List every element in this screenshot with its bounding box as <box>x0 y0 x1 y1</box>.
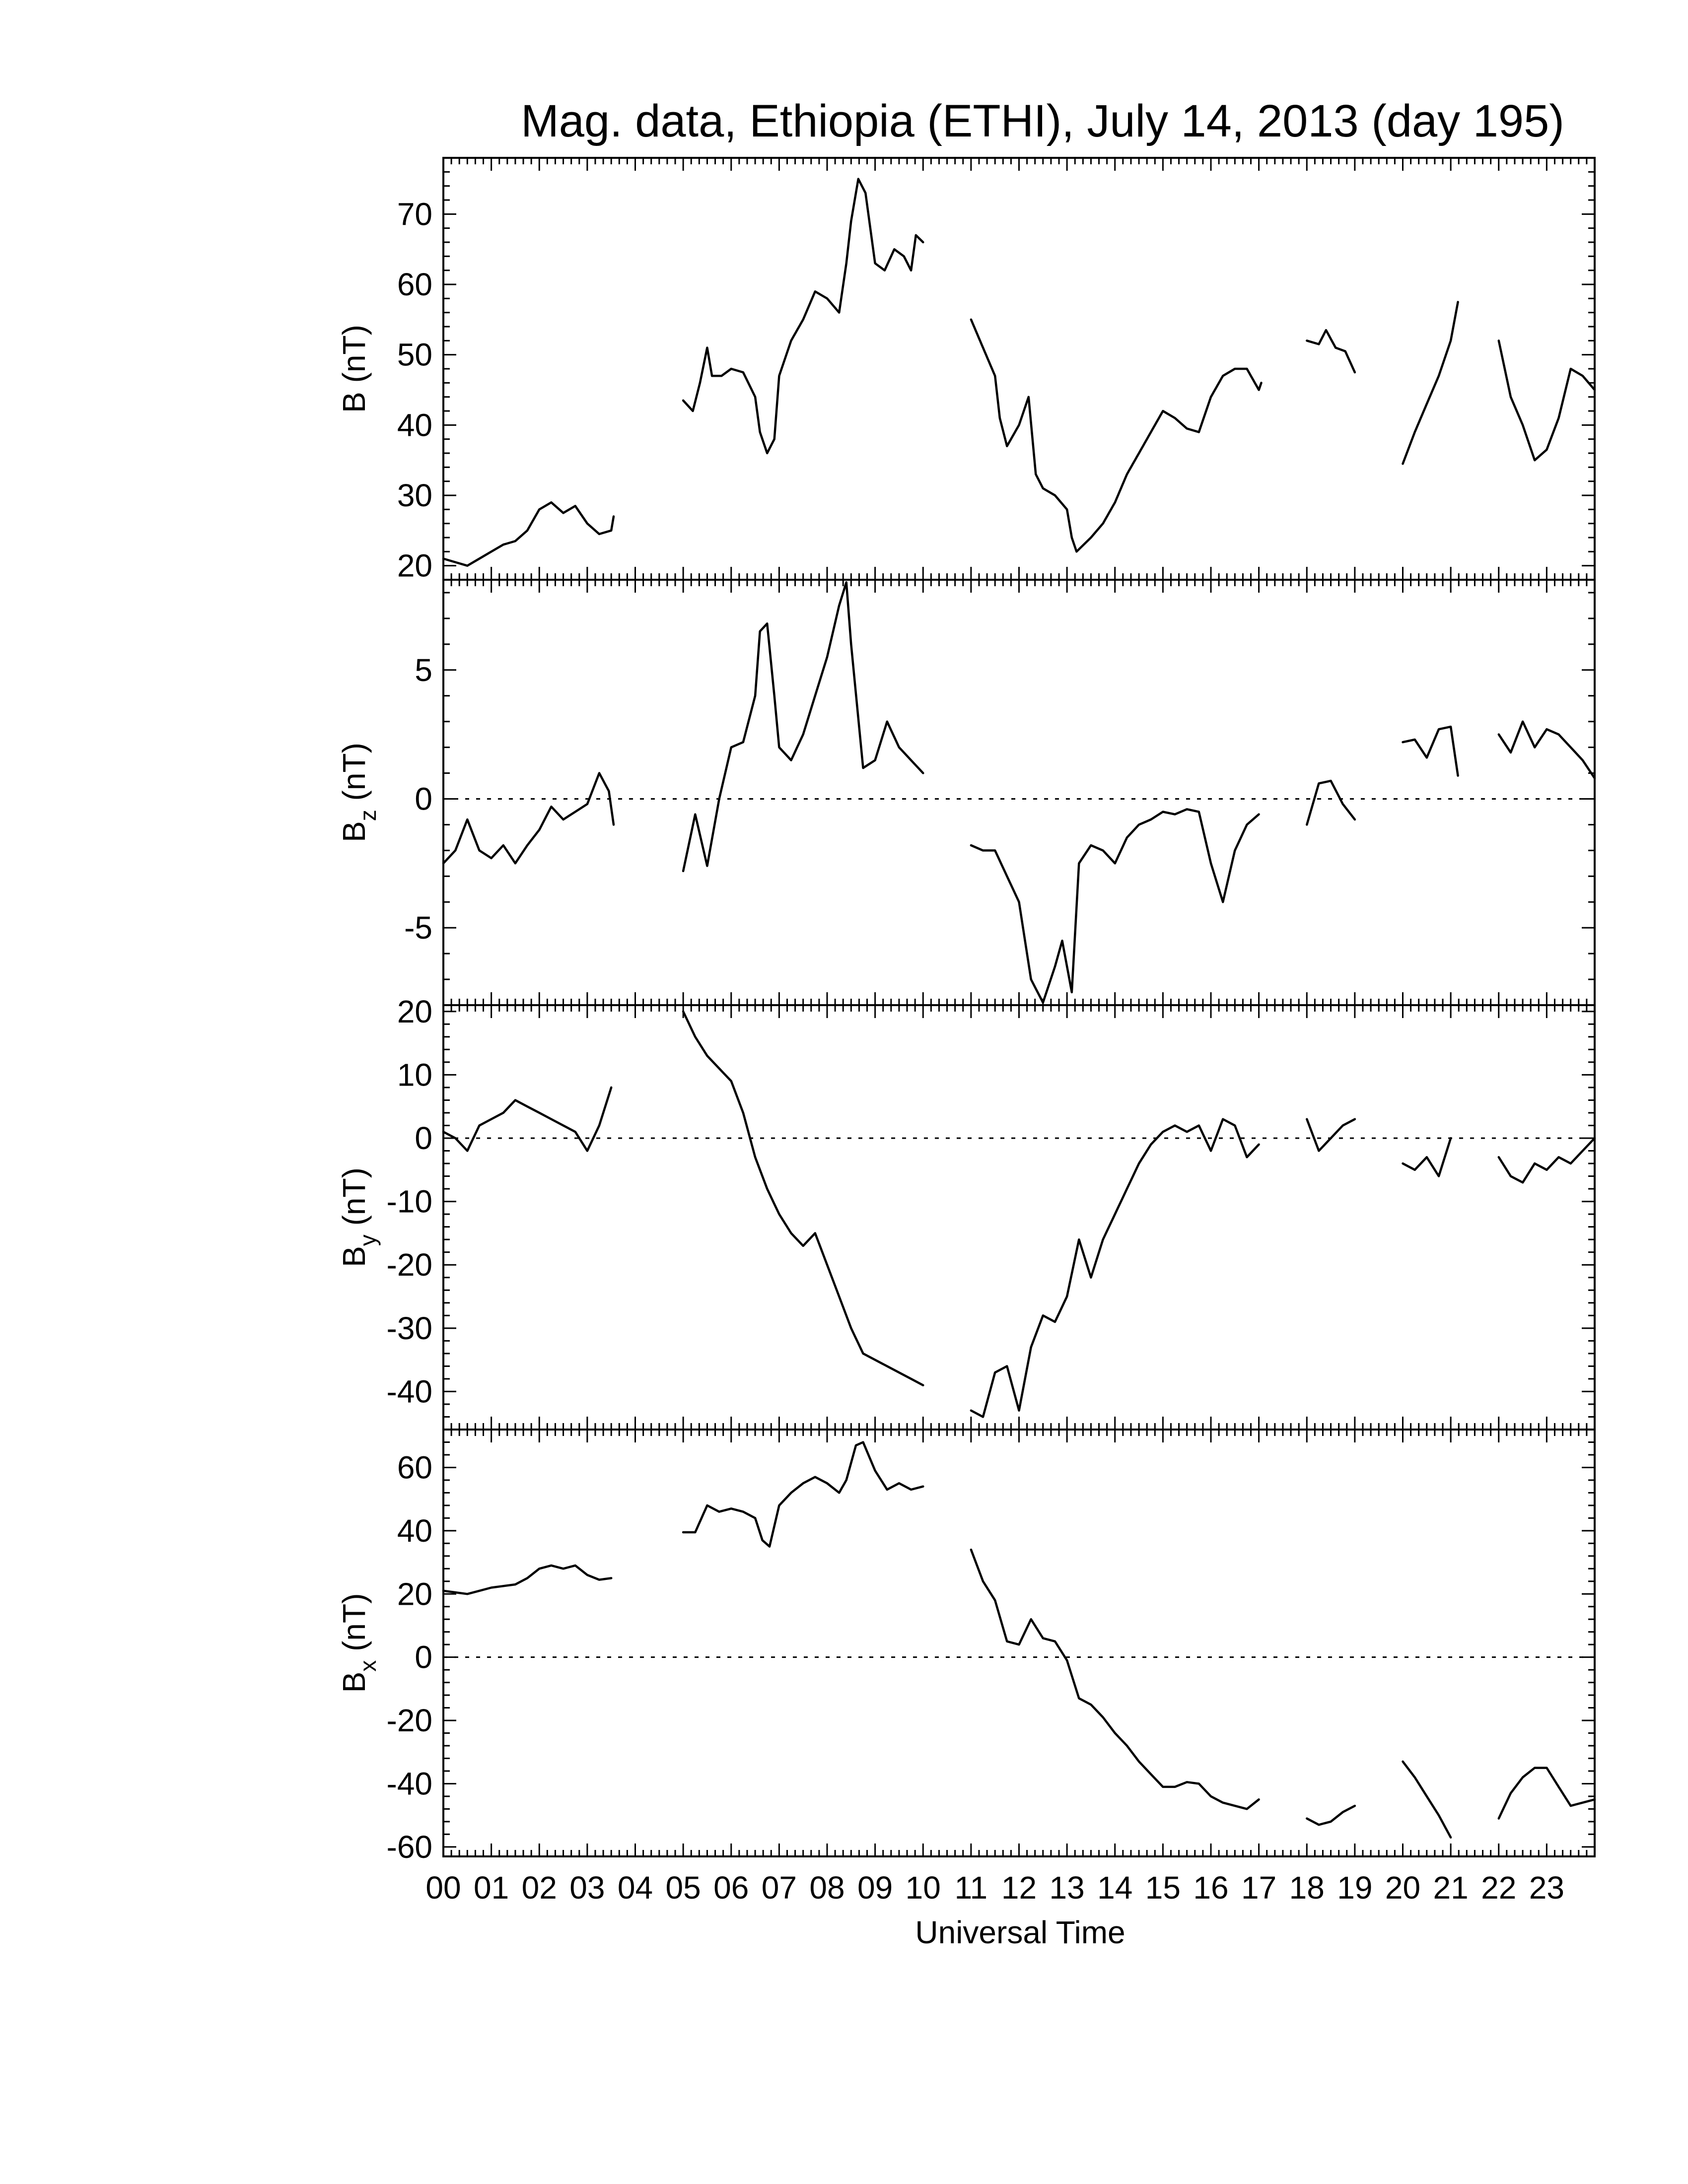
series-line <box>682 1010 924 1386</box>
panel-frame <box>442 157 1596 581</box>
y-tick-label: -10 <box>387 1184 433 1220</box>
x-tick-label: 02 <box>522 1870 557 1906</box>
y-tick-label: 30 <box>397 478 432 513</box>
y-tick-label: 0 <box>415 1120 432 1156</box>
panels-group: 20 30 40 50 60 70 B (nT) -5 0 5 Bz (nT) -40 -30 -20 -1… <box>336 157 1596 1865</box>
series-line <box>1306 779 1356 826</box>
y-tick-label: 40 <box>397 407 432 443</box>
x-tick-label: 06 <box>713 1870 749 1906</box>
series-line <box>1402 1137 1452 1177</box>
y-tick-label: 70 <box>397 196 432 232</box>
series-line <box>682 581 924 873</box>
x-tick-label: 19 <box>1337 1870 1372 1906</box>
panel-frame <box>442 579 1596 1006</box>
x-tick-label: 04 <box>618 1870 653 1906</box>
series-line <box>1497 1137 1596 1184</box>
series-line <box>1402 1760 1452 1839</box>
x-tick-label: 10 <box>906 1870 941 1906</box>
series-line <box>1306 1804 1356 1826</box>
x-tick-label: 22 <box>1481 1870 1516 1906</box>
series-line <box>442 1564 613 1595</box>
y-axis-label: Bz (nT) <box>336 743 381 842</box>
panel-3: -40 -30 -20 -10 0 10 20 By (nT) <box>336 994 1596 1431</box>
x-tick-label: 16 <box>1193 1870 1228 1906</box>
y-tick-label: 20 <box>397 994 432 1029</box>
x-tick-label: 00 <box>425 1870 461 1906</box>
x-tick-label: 05 <box>666 1870 701 1906</box>
y-tick-label: 0 <box>415 781 432 817</box>
y-tick-label: -40 <box>387 1766 433 1801</box>
x-tick-label: 21 <box>1433 1870 1469 1906</box>
y-tick-label: 20 <box>397 548 432 584</box>
series-line <box>970 1118 1260 1418</box>
panel-4: -60 -40 -20 0 20 40 60 Bx (nT) <box>336 1429 1596 1865</box>
x-tick-label: 11 <box>955 1870 987 1906</box>
series-line <box>1306 329 1356 374</box>
y-tick-label: -20 <box>387 1247 433 1283</box>
y-axis-label: B (nT) <box>336 325 372 413</box>
y-tick-label: 50 <box>397 337 432 373</box>
x-tick-label: 09 <box>857 1870 893 1906</box>
chart-title: Mag. data, Ethiopia (ETHI), July 14, 201… <box>521 96 1564 146</box>
panel-1: 20 30 40 50 60 70 B (nT) <box>336 157 1596 584</box>
y-tick-label: 60 <box>397 267 432 302</box>
y-tick-label: 20 <box>397 1576 432 1612</box>
y-axis-label: By (nT) <box>336 1167 381 1267</box>
x-tick-label: 03 <box>569 1870 605 1906</box>
x-tick-label: 12 <box>1001 1870 1037 1906</box>
y-tick-label: 10 <box>397 1057 432 1092</box>
x-axis-label: Universal Time <box>915 1914 1125 1950</box>
y-tick-label: -60 <box>387 1829 433 1865</box>
series-line <box>442 501 615 567</box>
y-tick-label: 5 <box>415 652 432 688</box>
x-tick-label: 07 <box>762 1870 797 1906</box>
x-tick-label: 13 <box>1050 1870 1085 1906</box>
series-line <box>970 808 1260 1004</box>
x-tick-label: 23 <box>1529 1870 1564 1906</box>
series-line <box>682 1441 924 1548</box>
series-line <box>682 178 924 455</box>
y-tick-label: 60 <box>397 1449 432 1485</box>
series-line <box>970 318 1263 553</box>
series-line <box>1497 720 1596 780</box>
y-tick-label: -5 <box>404 910 432 946</box>
series-line <box>1402 301 1459 465</box>
panel-frame <box>442 1004 1596 1431</box>
x-tick-label: 08 <box>809 1870 844 1906</box>
x-tick-label: 15 <box>1145 1870 1181 1906</box>
series-line <box>1497 1767 1596 1820</box>
series-line <box>442 772 615 865</box>
y-tick-label: -40 <box>387 1373 433 1409</box>
series-line <box>1402 725 1459 777</box>
x-tick-label: 18 <box>1289 1870 1325 1906</box>
y-tick-label: 40 <box>397 1513 432 1549</box>
series-line <box>1497 340 1596 462</box>
series-line <box>970 1548 1260 1810</box>
panel-2: -5 0 5 Bz (nT) <box>336 579 1596 1006</box>
x-tick-labels: 00 01 02 03 04 05 06 07 08 09 10 11 12 13 14 15 16 17 18 19… <box>425 1870 1564 1906</box>
x-tick-label: 14 <box>1097 1870 1132 1906</box>
x-tick-label: 20 <box>1385 1870 1420 1906</box>
series-line <box>1306 1118 1356 1152</box>
x-tick-label: 17 <box>1241 1870 1276 1906</box>
y-tick-label: -20 <box>387 1703 433 1738</box>
x-tick-label: 01 <box>474 1870 509 1906</box>
y-tick-label: -30 <box>387 1310 433 1346</box>
series-line <box>442 1086 613 1152</box>
y-tick-label: 0 <box>415 1639 432 1675</box>
y-axis-label: Bx (nT) <box>336 1593 381 1693</box>
